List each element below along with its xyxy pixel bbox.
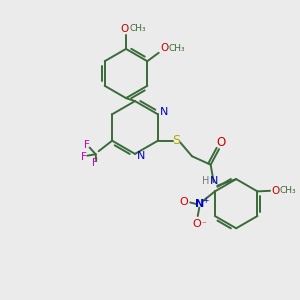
Text: O: O: [120, 24, 129, 34]
Text: O: O: [160, 43, 169, 53]
Text: O: O: [216, 136, 225, 149]
Text: O: O: [271, 186, 280, 196]
Text: F: F: [92, 158, 98, 168]
Text: CH₃: CH₃: [279, 186, 296, 195]
Text: +: +: [202, 196, 208, 205]
Text: N: N: [210, 176, 218, 187]
Text: S: S: [172, 134, 181, 147]
Text: CH₃: CH₃: [129, 24, 146, 33]
Text: F: F: [84, 140, 90, 150]
Text: O: O: [179, 197, 188, 208]
Text: H: H: [202, 176, 209, 187]
Text: O: O: [193, 219, 202, 230]
Text: F: F: [81, 152, 87, 162]
Text: N: N: [160, 107, 168, 117]
Text: ⁻: ⁻: [201, 220, 206, 229]
Text: CH₃: CH₃: [169, 44, 186, 53]
Text: N: N: [137, 151, 145, 161]
Text: N: N: [195, 199, 204, 209]
